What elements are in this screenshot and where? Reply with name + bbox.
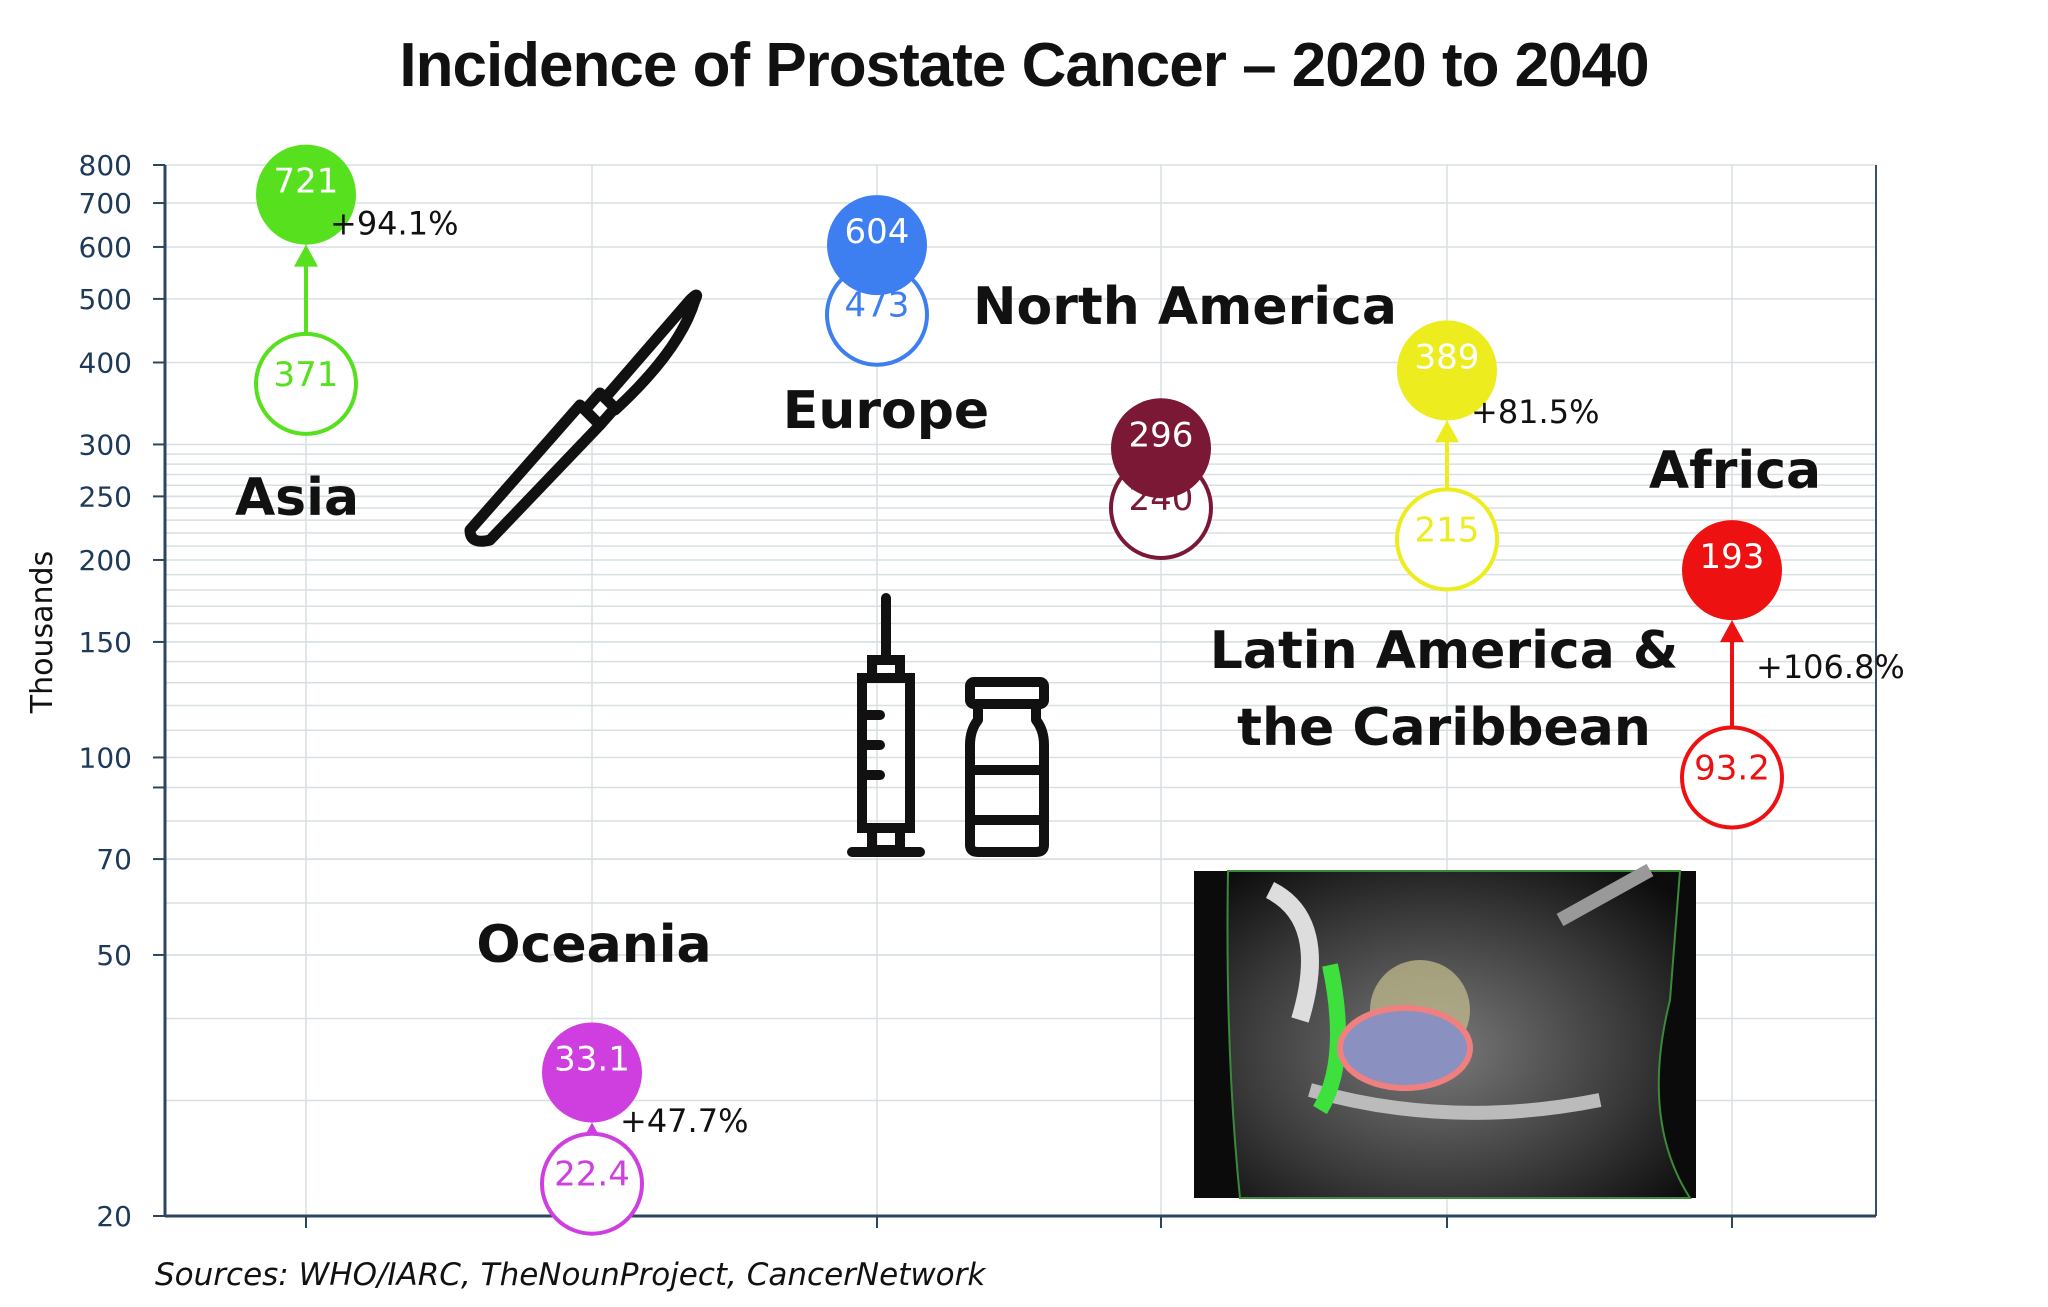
region-label-latin-america-2: the Caribbean bbox=[1237, 698, 1651, 758]
y-tick-label: 700 bbox=[79, 187, 132, 220]
region-label-north-america: North America bbox=[973, 277, 1397, 337]
y-tick-label: 150 bbox=[79, 626, 132, 659]
value-label-2040: 721 bbox=[274, 162, 339, 202]
ct-scan-image bbox=[1194, 863, 1696, 1199]
axes: 20 50 70 100 150 200 250 300 400 500 600 700 800 bbox=[79, 149, 1877, 1233]
value-label-2040: 193 bbox=[1700, 537, 1765, 577]
value-label-2020: 371 bbox=[274, 355, 339, 395]
change-label: +47.7% bbox=[620, 1102, 748, 1140]
region-label-africa: Africa bbox=[1649, 441, 1821, 501]
point-2040 bbox=[827, 195, 927, 296]
point-2020 bbox=[540, 1131, 644, 1236]
y-tick-label: 200 bbox=[79, 544, 132, 577]
chart-title: Incidence of Prostate Cancer – 2020 to 2… bbox=[399, 31, 1649, 100]
point-2020 bbox=[1395, 487, 1499, 592]
point-2040 bbox=[542, 1022, 642, 1123]
vial-icon bbox=[965, 677, 1049, 857]
y-tick-label: 800 bbox=[79, 149, 132, 182]
value-label-2040: 33.1 bbox=[554, 1039, 630, 1079]
series-oceania: 22.4 33.1 +47.7% bbox=[540, 1022, 748, 1236]
series-latin-america-the-caribbean: 215 389 +81.5% bbox=[1395, 320, 1599, 592]
series-africa: 93.2 193 +106.8% bbox=[1680, 520, 1905, 830]
y-tick-label: 100 bbox=[79, 741, 132, 774]
value-label-2020: 215 bbox=[1415, 510, 1480, 550]
scalpel-icon bbox=[464, 289, 703, 547]
point-2040 bbox=[1111, 398, 1211, 499]
syringe-icon bbox=[847, 593, 925, 857]
y-tick-label: 250 bbox=[79, 480, 132, 513]
region-label-latin-america-1: Latin America & bbox=[1210, 621, 1679, 681]
region-label-asia: Asia bbox=[235, 468, 359, 528]
y-tick-label: 50 bbox=[96, 939, 132, 972]
change-arrow-head bbox=[294, 244, 318, 267]
y-axis-label: Thousands bbox=[25, 551, 60, 714]
y-tick-label: 600 bbox=[79, 231, 132, 264]
change-label: +81.5% bbox=[1471, 393, 1599, 431]
y-tick-label: 400 bbox=[79, 346, 132, 379]
region-label-oceania: Oceania bbox=[476, 915, 711, 975]
point-2040 bbox=[256, 144, 356, 245]
sources-note: Sources: WHO/IARC, TheNounProject, Cance… bbox=[155, 1257, 986, 1293]
value-label-2040: 604 bbox=[845, 212, 910, 252]
point-2040 bbox=[1397, 320, 1497, 421]
point-2020 bbox=[254, 331, 358, 436]
point-2020 bbox=[1680, 725, 1784, 830]
region-label-europe: Europe bbox=[783, 381, 989, 441]
point-2040 bbox=[1682, 520, 1782, 621]
y-tick-label: 300 bbox=[79, 428, 132, 461]
change-arrow-head bbox=[1720, 620, 1744, 643]
series-asia: 371 721+94.1% bbox=[254, 144, 458, 436]
change-label: +94.1% bbox=[330, 204, 458, 242]
value-label-2040: 389 bbox=[1415, 337, 1480, 377]
value-label-2020: 93.2 bbox=[1694, 749, 1770, 789]
change-label: +106.8% bbox=[1756, 648, 1905, 686]
change-arrow-head bbox=[1435, 420, 1459, 443]
y-tick-label: 20 bbox=[96, 1200, 132, 1233]
value-label-2040: 296 bbox=[1129, 415, 1194, 455]
y-tick-label: 500 bbox=[79, 283, 132, 316]
y-tick-label: 70 bbox=[96, 843, 132, 876]
value-label-2020: 22.4 bbox=[554, 1155, 630, 1195]
